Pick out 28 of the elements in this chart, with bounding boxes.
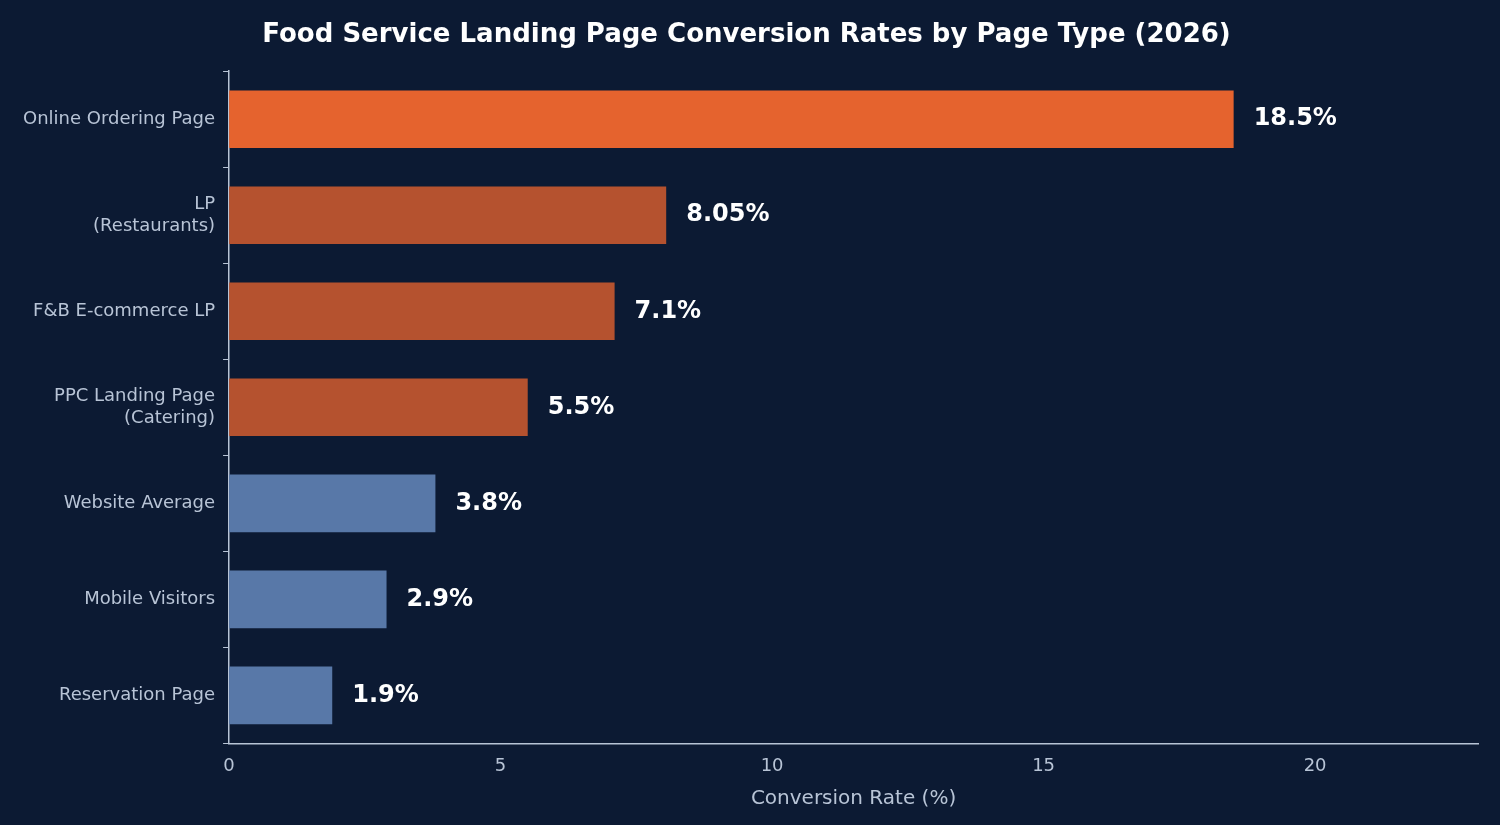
data-label: 5.5% [547,391,615,420]
x-tick-label: 10 [760,753,784,775]
data-label: 3.8% [455,487,522,516]
chart-title: Food Service Landing Page Conversion Rates by Page Type (2026) [262,18,1231,49]
x-axis-title: Conversion Rate (%) [750,785,957,810]
y-tick-label: Online Ordering Page [22,106,216,128]
bar [229,186,667,245]
x-tick-label: 15 [1032,753,1056,775]
bar [229,474,436,533]
y-tick-label: Mobile Visitors [84,587,216,609]
data-label: 1.9% [352,679,419,708]
bar [229,90,1234,149]
x-tick-label: 5 [494,753,507,775]
data-label: 8.05% [686,199,770,228]
y-tick-label: Website Average [63,491,216,512]
x-tick-label: 0 [223,753,235,775]
x-tick-label: 20 [1303,753,1327,775]
y-tick-label: LP (Restaurants) [93,192,216,235]
bar [229,282,615,341]
bar [229,570,387,629]
y-tick-label: Reservation Page [58,683,216,705]
data-label: 2.9% [406,583,474,612]
bar [229,666,333,725]
data-label: 18.5% [1253,103,1337,132]
y-tick-label: PPC Landing Page (Catering) [54,384,216,427]
y-tick-label: F&B E-commerce LP [33,298,216,320]
bar [229,378,528,437]
data-label: 7.1% [634,295,702,324]
